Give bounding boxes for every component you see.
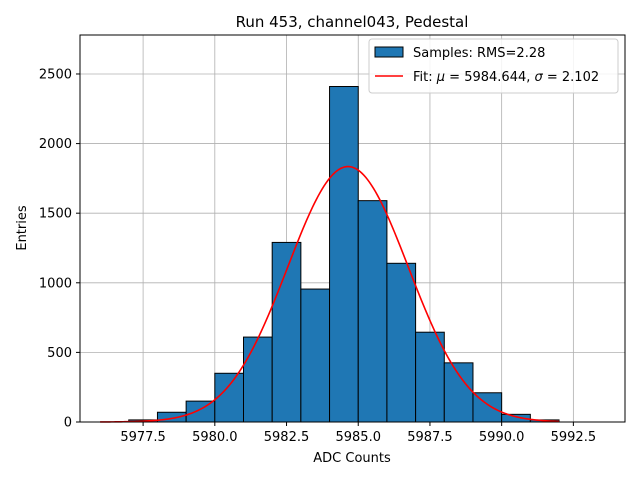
y-axis-ticks: 0 500 1000 1500 2000 2500 — [39, 67, 80, 431]
legend-box — [368, 38, 619, 94]
x-tick-label: 5977.5 — [120, 430, 166, 445]
x-tick-label: 5985.0 — [335, 430, 381, 445]
histogram-bar — [185, 400, 216, 423]
x-tick-label: 5987.5 — [407, 430, 453, 445]
legend-fit-mu-symbol: μ — [436, 70, 445, 85]
histogram-bar — [214, 372, 245, 423]
y-tick-label: 0 — [64, 416, 72, 431]
chart-title: Run 453, channel043, Pedestal — [236, 13, 469, 31]
histogram-bar — [243, 336, 273, 423]
legend-fit-sigma-symbol: σ — [535, 70, 544, 85]
legend-fit-mu-value: = 5984.644, — [445, 70, 534, 85]
y-tick-label: 1500 — [39, 207, 72, 222]
histogram-bar — [415, 331, 445, 423]
x-axis-ticks: 5977.5 5980.0 5982.5 5985.0 5987.5 5990.0 5992… — [120, 422, 596, 445]
bars-layer — [128, 86, 560, 423]
histogram-bar — [357, 200, 388, 423]
plot-frame — [79, 34, 626, 423]
x-tick-label: 5992.5 — [551, 430, 597, 445]
legend-histogram-swatch — [374, 46, 404, 58]
y-tick-label: 500 — [47, 346, 72, 361]
y-tick-label: 2000 — [39, 137, 72, 152]
histogram-bar — [329, 86, 359, 423]
legend-fit-sigma-value: = 2.102 — [543, 70, 599, 85]
x-tick-label: 5982.5 — [264, 430, 310, 445]
legend-fit-prefix: Fit: — [413, 70, 437, 85]
histogram-bar — [386, 262, 417, 423]
x-tick-label: 5980.0 — [192, 430, 238, 445]
x-tick-label: 5990.0 — [479, 430, 525, 445]
x-axis-label: ADC Counts — [313, 451, 391, 466]
legend: Samples: RMS=2.28 Fit: μ = 5984.644, σ =… — [368, 38, 619, 94]
legend-fit-label: Fit: μ = 5984.644, σ = 2.102 — [413, 70, 599, 85]
fit-curve — [100, 165, 560, 423]
legend-histogram-label: Samples: RMS=2.28 — [413, 46, 545, 61]
y-tick-label: 2500 — [39, 67, 72, 82]
histogram-bar — [443, 362, 474, 423]
histogram-bar — [300, 288, 331, 423]
y-tick-label: 1000 — [39, 276, 72, 291]
y-axis-label: Entries — [15, 205, 30, 251]
fit-layer — [100, 165, 560, 423]
